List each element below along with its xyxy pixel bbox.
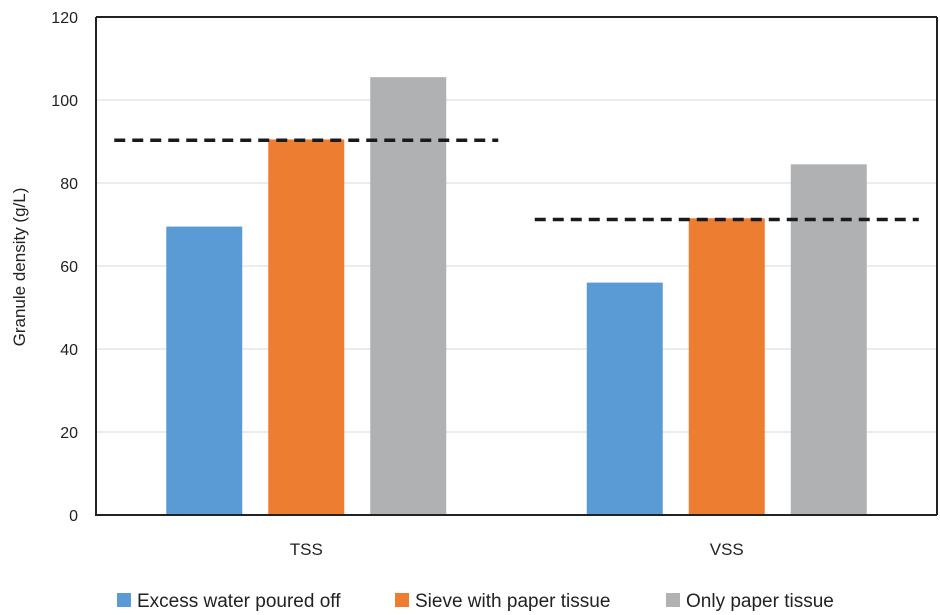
bar <box>166 226 243 515</box>
legend-label: Excess water poured off <box>137 591 341 612</box>
reference-lines <box>114 138 919 222</box>
y-tick-label: 60 <box>60 259 78 276</box>
y-axis-ticks: 0 20 40 60 80 100 120 <box>51 10 78 525</box>
bar <box>586 282 663 515</box>
y-tick-label: 20 <box>60 425 78 442</box>
bar <box>268 139 345 516</box>
y-tick-label: 0 <box>69 508 78 525</box>
bar <box>790 164 867 515</box>
y-axis-label: Granule density (g/L) <box>10 188 29 347</box>
legend: Excess water poured off Sieve with paper … <box>117 591 834 612</box>
legend-item: Only paper tissue <box>666 591 834 612</box>
legend-swatch <box>666 593 680 607</box>
y-tick-label: 80 <box>60 176 78 193</box>
bar <box>688 218 765 515</box>
y-tick-label: 120 <box>51 10 78 27</box>
x-category-label: TSS <box>290 540 323 559</box>
legend-item: Sieve with paper tissue <box>395 591 610 612</box>
x-category-label: VSS <box>710 540 744 559</box>
legend-item: Excess water poured off <box>117 591 341 612</box>
legend-swatch <box>117 593 131 607</box>
y-tick-label: 100 <box>51 93 78 110</box>
bar <box>370 77 447 516</box>
bars <box>166 77 867 516</box>
y-tick-label: 40 <box>60 342 78 359</box>
legend-label: Sieve with paper tissue <box>415 591 610 612</box>
legend-label: Only paper tissue <box>686 591 834 612</box>
legend-swatch <box>395 593 409 607</box>
axes <box>95 16 938 516</box>
x-axis-categories: TSS VSS <box>290 540 744 559</box>
